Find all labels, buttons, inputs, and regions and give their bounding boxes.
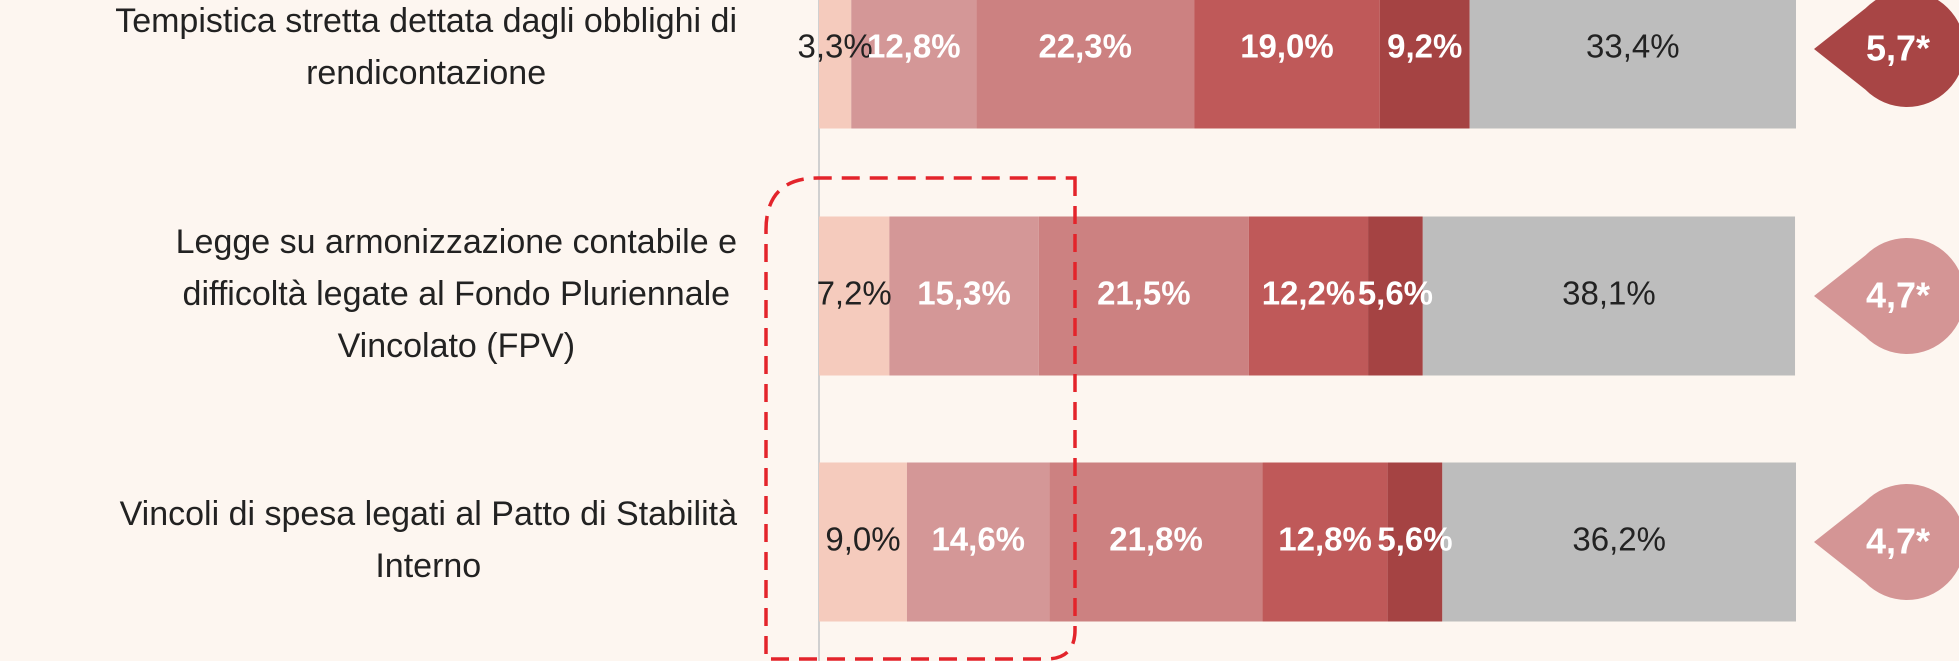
category-label: difficoltà legate al Fondo Pluriennale [183,275,731,313]
category-label: Vincolato (FPV) [338,327,575,365]
bar-segment [1469,0,1796,129]
value-label: 19,0% [1240,28,1334,65]
highlight-box [764,176,1077,661]
bar-segment [976,0,1195,129]
bar-segment [1248,216,1369,376]
value-label: 9,0% [825,521,900,558]
category-label: Tempistica stretta dettata dagli obbligh… [115,2,737,40]
value-label: 7,2% [817,275,892,312]
bar-segment [1368,216,1423,376]
value-label: 22,3% [1038,28,1132,65]
value-label: 14,6% [931,521,1025,558]
bar-segment [819,462,907,622]
bar-segment [1262,462,1388,622]
badge-label: 5,7* [1866,28,1930,69]
value-label: 33,4% [1586,28,1680,65]
category-label: Legge su armonizzazione contabile e [176,223,737,261]
bar-segment [1387,462,1443,622]
bar-segment [819,0,852,129]
value-label: 15,3% [917,275,1011,312]
value-label: 38,1% [1562,275,1656,312]
value-label: 21,8% [1109,521,1203,558]
bar-segment [851,0,977,129]
value-label: 12,8% [1278,521,1372,558]
badge [1814,238,1959,354]
badge-label: 4,7* [1866,521,1930,562]
bar-segment [1049,462,1263,622]
value-label: 5,6% [1358,275,1433,312]
bar-segment [1379,0,1470,129]
category-label: Interno [375,547,481,585]
value-label: 12,2% [1262,275,1356,312]
bar-segment [819,216,890,376]
value-label: 36,2% [1572,521,1666,558]
value-label: 3,3% [798,28,873,65]
value-label: 21,5% [1097,275,1191,312]
category-label: Vincoli di spesa legati al Patto di Stab… [120,495,738,533]
badge-label: 4,7* [1866,275,1930,316]
value-label: 12,8% [867,28,961,65]
bar-segment [1442,462,1796,622]
category-label: rendicontazione [306,54,546,92]
value-label: 5,6% [1377,521,1452,558]
bar-segment [889,216,1039,376]
badge [1814,484,1959,600]
value-label: 9,2% [1387,28,1462,65]
badge [1814,0,1959,107]
bar-segment [1422,216,1796,376]
bar-segment [906,462,1050,622]
bar-segment [1194,0,1380,129]
